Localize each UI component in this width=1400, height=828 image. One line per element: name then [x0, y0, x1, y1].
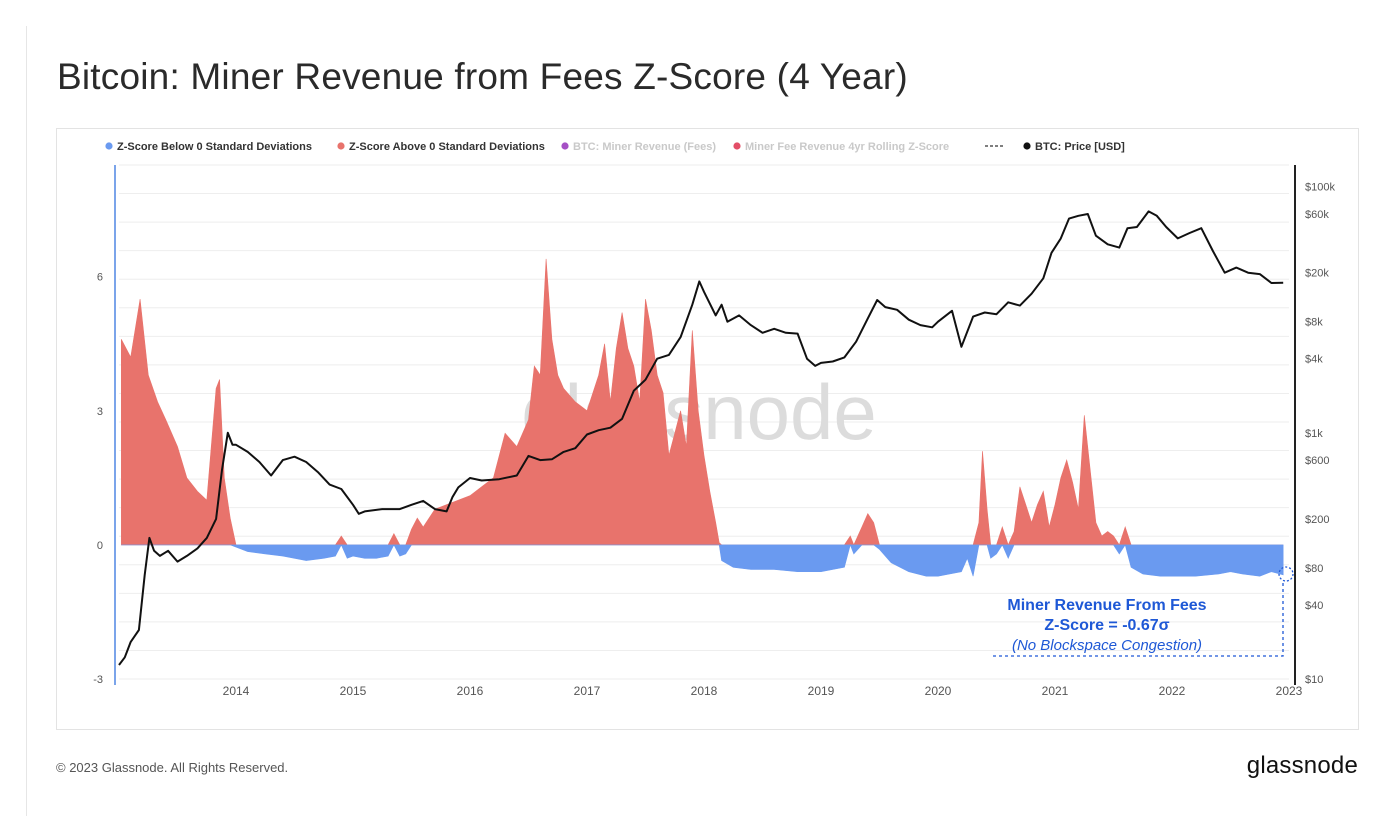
legend-dot-marker — [733, 142, 741, 150]
x-tick-label: 2019 — [808, 684, 835, 698]
zscore-above-area — [121, 258, 1284, 546]
annotation-value: Z-Score = -0.67σ — [1044, 617, 1169, 634]
legend-item: Z-Score Below 0 Standard Deviations — [105, 141, 312, 153]
x-tick-label: 2021 — [1042, 684, 1069, 698]
annotation-note: (No Blockspace Congestion) — [1012, 637, 1202, 654]
legend-dot-marker — [561, 142, 569, 150]
x-tick-label: 2020 — [925, 684, 952, 698]
right-tick-label: $8k — [1305, 317, 1323, 329]
x-tick-label: 2014 — [223, 684, 250, 698]
right-tick-label: $10 — [1305, 674, 1323, 686]
page-title: Bitcoin: Miner Revenue from Fees Z-Score… — [57, 56, 908, 97]
right-tick-label: $100k — [1305, 182, 1335, 194]
zscore-below-area — [121, 543, 1284, 577]
annotation-marker-circle — [1278, 566, 1294, 582]
glassnode-logo[interactable]: glassnode — [1246, 752, 1358, 779]
right-tick-label: $4k — [1305, 354, 1323, 366]
right-tick-label: $200 — [1305, 514, 1329, 526]
legend-label: Z-Score Above 0 Standard Deviations — [349, 141, 545, 153]
legend-item: BTC: Miner Revenue (Fees) — [561, 141, 716, 153]
right-tick-label: $20k — [1305, 268, 1329, 280]
left-tick-label: 3 — [97, 406, 103, 418]
annotation-title: Miner Revenue From Fees — [1007, 597, 1206, 614]
right-tick-label: $60k — [1305, 209, 1329, 221]
copyright-text: © 2023 Glassnode. All Rights Reserved. — [56, 760, 289, 775]
left-tick-label: 6 — [97, 272, 103, 284]
left-tick-label: 0 — [97, 540, 103, 552]
legend-dot-marker — [337, 142, 345, 150]
legend-label: Miner Fee Revenue 4yr Rolling Z-Score — [745, 141, 949, 153]
annotation-leader-line — [993, 581, 1284, 657]
page-frame — [26, 26, 1399, 816]
chart-panel: glassnode 6 3 0 -3 $100k $60k $20k $8k $4k $1k $600… — [56, 128, 1359, 730]
legend-label: Z-Score Below 0 Standard Deviations — [117, 141, 312, 153]
right-tick-label: $1k — [1305, 428, 1323, 440]
legend-item: Miner Fee Revenue 4yr Rolling Z-Score — [733, 141, 949, 153]
legend-label: BTC: Miner Revenue (Fees) — [573, 141, 716, 153]
legend-item: BTC: Price [USD] — [1023, 141, 1125, 153]
legend-label: BTC: Price [USD] — [1035, 141, 1125, 153]
x-tick-label: 2015 — [340, 684, 367, 698]
right-tick-label: $40 — [1305, 600, 1323, 612]
btc-price-line — [118, 210, 1284, 666]
x-tick-label: 2022 — [1159, 684, 1186, 698]
x-tick-label: 2016 — [457, 684, 484, 698]
x-tick-label: 2023 — [1276, 684, 1303, 698]
x-tick-label: 2017 — [574, 684, 601, 698]
right-tick-label: $80 — [1305, 563, 1323, 575]
chart-svg: glassnode630-3$100k$60k$20k$8k$4k$1k$600… — [93, 141, 1335, 698]
legend-dot-marker — [1023, 142, 1031, 150]
left-tick-label: -3 — [93, 674, 103, 686]
legend-item: Z-Score Above 0 Standard Deviations — [337, 141, 545, 153]
x-tick-label: 2018 — [691, 684, 718, 698]
right-tick-label: $600 — [1305, 455, 1329, 467]
legend-dot-marker — [105, 142, 113, 150]
